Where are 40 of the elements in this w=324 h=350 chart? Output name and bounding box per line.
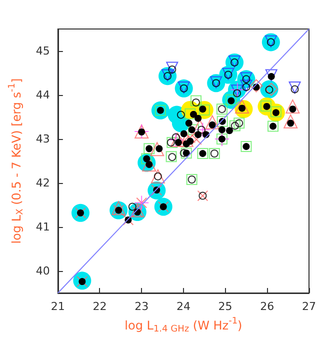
- y-tick-label: 42: [36, 176, 50, 190]
- point: [166, 62, 178, 74]
- point: [180, 130, 188, 138]
- y-tick-label: 41: [36, 220, 50, 234]
- point: [284, 114, 298, 128]
- y-tick-label: 43: [36, 132, 50, 146]
- point: [190, 134, 202, 145]
- y-tick-label: 44: [36, 88, 50, 102]
- point: [188, 124, 199, 136]
- y-tick-label: 40: [36, 264, 50, 278]
- point: [240, 80, 252, 92]
- y-axis-title: log LX (0.5 - 7 KeV) [erg s-1]: [8, 78, 26, 244]
- point: [250, 79, 263, 92]
- point: [166, 151, 177, 162]
- point: [288, 82, 301, 94]
- point: [226, 127, 233, 134]
- x-tick-label: 24: [176, 300, 190, 313]
- y-tick-label: 45: [36, 44, 50, 58]
- point: [190, 95, 202, 106]
- point: [286, 99, 300, 114]
- point: [218, 126, 226, 134]
- point: [150, 169, 165, 184]
- point: [166, 138, 175, 147]
- x-tick-label: 26: [260, 300, 274, 313]
- x-tick-label: 22: [92, 300, 107, 313]
- point: [194, 114, 202, 122]
- x-tick-label: 25: [218, 300, 232, 313]
- point: [150, 142, 164, 156]
- point: [185, 120, 192, 127]
- x-tick-label: 21: [50, 300, 65, 313]
- point: [205, 115, 220, 130]
- point: [192, 98, 200, 106]
- point: [168, 153, 176, 162]
- point: [176, 110, 185, 119]
- x-tick-label: 23: [134, 300, 149, 313]
- point: [265, 69, 278, 82]
- point: [128, 202, 136, 211]
- x-tick-label: 27: [302, 300, 316, 313]
- point: [195, 122, 210, 138]
- point: [192, 119, 207, 134]
